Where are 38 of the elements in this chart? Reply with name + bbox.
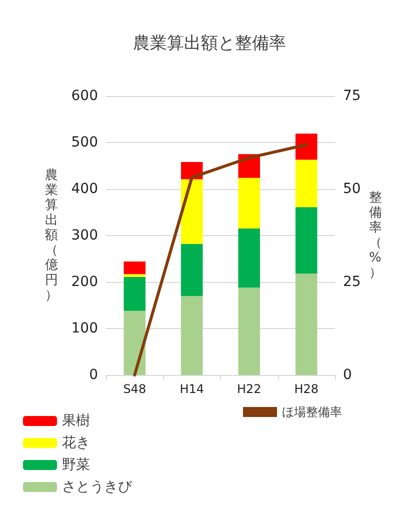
line-series: [133, 143, 308, 376]
y-tick-label: 300: [71, 228, 98, 244]
bar: [296, 274, 318, 375]
x-tick-label: H22: [236, 382, 262, 396]
legend-label: 花き: [62, 435, 90, 451]
bar: [181, 244, 203, 296]
bar: [124, 274, 146, 277]
y-tick-label: 200: [71, 274, 98, 290]
y-tick-label: 400: [71, 181, 98, 197]
x-tick-label: H14: [180, 382, 204, 396]
y2-tick-label: 0: [343, 367, 352, 383]
y-tick-label: 600: [71, 88, 98, 104]
y2-tick-label: 50: [343, 181, 361, 197]
y2-axis-title: 整備率（%）: [369, 190, 382, 280]
y-tick-label: 0: [89, 367, 98, 383]
chart-title: 農業算出額と整備率: [133, 34, 286, 54]
legend-label: 野菜: [62, 457, 90, 473]
legend-label: さとうきび: [62, 479, 133, 495]
bar: [181, 179, 203, 244]
bar: [181, 296, 203, 375]
bar: [238, 178, 260, 229]
x-tick-label: H28: [294, 382, 319, 396]
bar: [238, 288, 260, 375]
bar: [296, 134, 318, 160]
legend-label: 果樹: [62, 413, 90, 429]
text: 農業算出額（億円）: [45, 168, 58, 303]
y2-tick-label: 25: [343, 274, 361, 290]
bar: [124, 262, 146, 274]
bar: [124, 276, 146, 311]
y-tick-label: 100: [71, 320, 98, 336]
y2-tick-label: 75: [343, 88, 361, 104]
bar: [238, 228, 260, 288]
y-tick-label: 500: [71, 134, 98, 150]
bar: [124, 310, 146, 375]
legend-label: ほ場整備率: [282, 405, 342, 419]
x-tick-label: S48: [123, 382, 146, 396]
bar: [296, 160, 318, 208]
bar: [296, 207, 318, 274]
